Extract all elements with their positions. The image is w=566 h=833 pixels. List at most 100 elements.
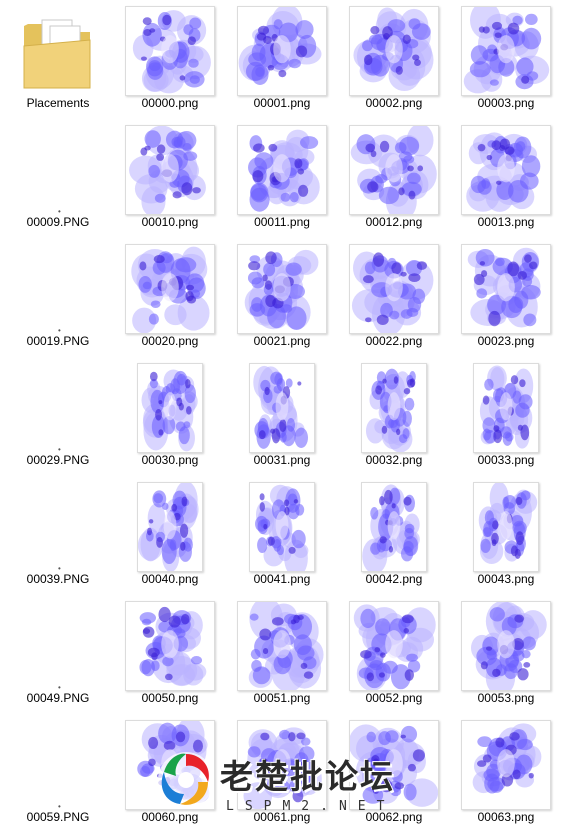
file-item[interactable]: 00031.png [226,357,338,476]
file-thumbnail [349,125,439,215]
file-item[interactable]: 00021.png [226,238,338,357]
flame-thumbnail-image [351,251,434,333]
file-thumbnail [473,363,539,453]
flame-thumbnail-image [129,126,206,214]
file-item[interactable]: 00041.png [226,476,338,595]
file-name: 00023.png [477,334,535,348]
file-thumbnail [349,601,439,691]
watermark-title: 老楚批论坛 [220,757,395,796]
file-name: 00052.png [365,691,423,705]
file-item[interactable]: 00020.png [114,238,226,357]
file-item[interactable]: • 00049.PNG [2,595,114,714]
flame-thumbnail-image [248,602,324,690]
file-name: 00032.png [365,453,423,467]
tiny-thumbnail-icon: • [58,445,61,454]
file-thumbnail [349,6,439,96]
file-name: 00049.PNG [26,691,90,705]
flame-thumbnail-image [362,484,420,571]
file-name: 00051.png [253,691,311,705]
flame-thumbnail-image [350,126,437,214]
watermark-subtitle: LSPM2.NET [226,799,396,814]
file-item[interactable]: 00012.png [338,119,450,238]
file-thumbnail [237,6,327,96]
flame-thumbnail-image [253,365,308,449]
file-item[interactable]: 00032.png [338,357,450,476]
file-item[interactable]: 00002.png [338,0,450,119]
file-name: 00031.png [253,453,311,467]
file-item[interactable]: 00043.png [450,476,562,595]
file-item[interactable]: 00053.png [450,595,562,714]
file-name: 00050.png [141,691,199,705]
file-item[interactable]: 00030.png [114,357,226,476]
file-item[interactable]: • 00019.PNG [2,238,114,357]
file-item[interactable]: • 00029.PNG [2,357,114,476]
file-name: 00000.png [141,96,199,110]
file-thumbnail [249,363,315,453]
file-item[interactable]: 00052.png [338,595,450,714]
file-name: 00021.png [253,334,311,348]
file-item[interactable]: 00003.png [450,0,562,119]
file-name: 00042.png [365,572,423,586]
file-item[interactable]: 00042.png [338,476,450,595]
flame-thumbnail-image [255,484,309,571]
file-item[interactable]: 00061.png [226,714,338,833]
tiny-thumbnail-icon: • [58,207,61,216]
file-thumbnail [237,125,327,215]
swirl-logo-icon [158,752,214,808]
file-name: 00029.PNG [26,453,90,467]
file-item[interactable]: • 00039.PNG [2,476,114,595]
file-item[interactable]: 00063.png [450,714,562,833]
flame-thumbnail-image [244,249,319,331]
file-name: 00033.png [477,453,535,467]
file-name: 00030.png [141,453,199,467]
file-item[interactable]: 00000.png [114,0,226,119]
file-thumbnail [361,363,427,453]
file-name: 00022.png [365,334,423,348]
file-name: 00040.png [141,572,199,586]
file-thumbnail [137,363,203,453]
file-item[interactable]: 00033.png [450,357,562,476]
file-thumbnail [137,482,203,572]
file-item[interactable]: 00013.png [450,119,562,238]
file-item[interactable]: 00040.png [114,476,226,595]
file-name: 00002.png [365,96,423,110]
folder-placements[interactable]: Placements [2,0,114,119]
file-item[interactable]: 00023.png [450,238,562,357]
file-name: 00041.png [253,572,311,586]
file-thumbnail [461,125,551,215]
file-thumbnail [125,244,215,334]
file-item[interactable]: 00001.png [226,0,338,119]
flame-thumbnail-image [479,365,534,449]
watermark: 老楚批论坛 LSPM2.NET [150,740,440,820]
file-name: 00063.png [477,810,535,824]
file-name: 00001.png [253,96,311,110]
file-item[interactable]: • 00009.PNG [2,119,114,238]
folder-label: Placements [26,96,90,110]
flame-thumbnail-image [243,727,322,809]
flame-thumbnail-image [141,369,198,452]
file-item[interactable]: 00011.png [226,119,338,238]
flame-thumbnail-image [138,483,199,571]
file-thumbnail [461,244,551,334]
flame-thumbnail-image [238,7,322,85]
flame-thumbnail-image [132,10,211,94]
file-name: 00012.png [365,215,423,229]
file-thumbnail [249,482,315,572]
flame-thumbnail-image [478,483,538,564]
file-item[interactable]: 00051.png [226,595,338,714]
file-name: 00019.PNG [26,334,90,348]
file-item[interactable]: 00050.png [114,595,226,714]
flame-thumbnail-image [248,129,320,212]
flame-thumbnail-image [365,368,416,452]
file-thumbnail [461,720,551,810]
folder-icon [23,19,91,89]
tiny-thumbnail-icon: • [58,683,61,692]
file-item[interactable]: 00022.png [338,238,450,357]
flame-thumbnail-image [353,604,436,690]
file-item[interactable]: • 00059.PNG [2,714,114,833]
file-item[interactable]: 00010.png [114,119,226,238]
file-name: 00009.PNG [26,215,90,229]
file-thumbnail [473,482,539,572]
file-item[interactable]: 00062.png [338,714,450,833]
